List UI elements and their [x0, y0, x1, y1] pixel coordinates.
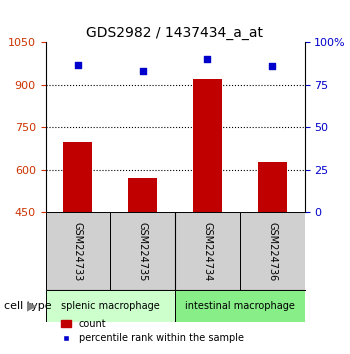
Bar	[193, 79, 222, 212]
Point	[270, 63, 275, 69]
Text: intestinal macrophage: intestinal macrophage	[185, 301, 295, 311]
Point	[204, 57, 210, 62]
Point	[75, 62, 80, 67]
Bar	[175, 212, 240, 290]
Title: GDS2982 / 1437434_a_at: GDS2982 / 1437434_a_at	[86, 26, 264, 40]
Text: GSM224733: GSM224733	[73, 222, 83, 281]
Legend: count, percentile rank within the sample: count, percentile rank within the sample	[57, 315, 248, 347]
Bar	[240, 212, 304, 290]
Bar	[175, 290, 304, 322]
Bar	[46, 212, 110, 290]
Bar	[110, 212, 175, 290]
Text: splenic macrophage: splenic macrophage	[61, 301, 160, 311]
Text: ▶: ▶	[27, 300, 36, 313]
Text: cell type: cell type	[4, 301, 51, 311]
Text: GSM224736: GSM224736	[267, 222, 277, 281]
Bar	[46, 290, 175, 322]
Text: GSM224735: GSM224735	[138, 222, 148, 281]
Bar	[63, 142, 92, 212]
Bar	[128, 178, 157, 212]
Bar	[258, 162, 287, 212]
Point	[140, 69, 146, 74]
Text: GSM224734: GSM224734	[202, 222, 212, 281]
